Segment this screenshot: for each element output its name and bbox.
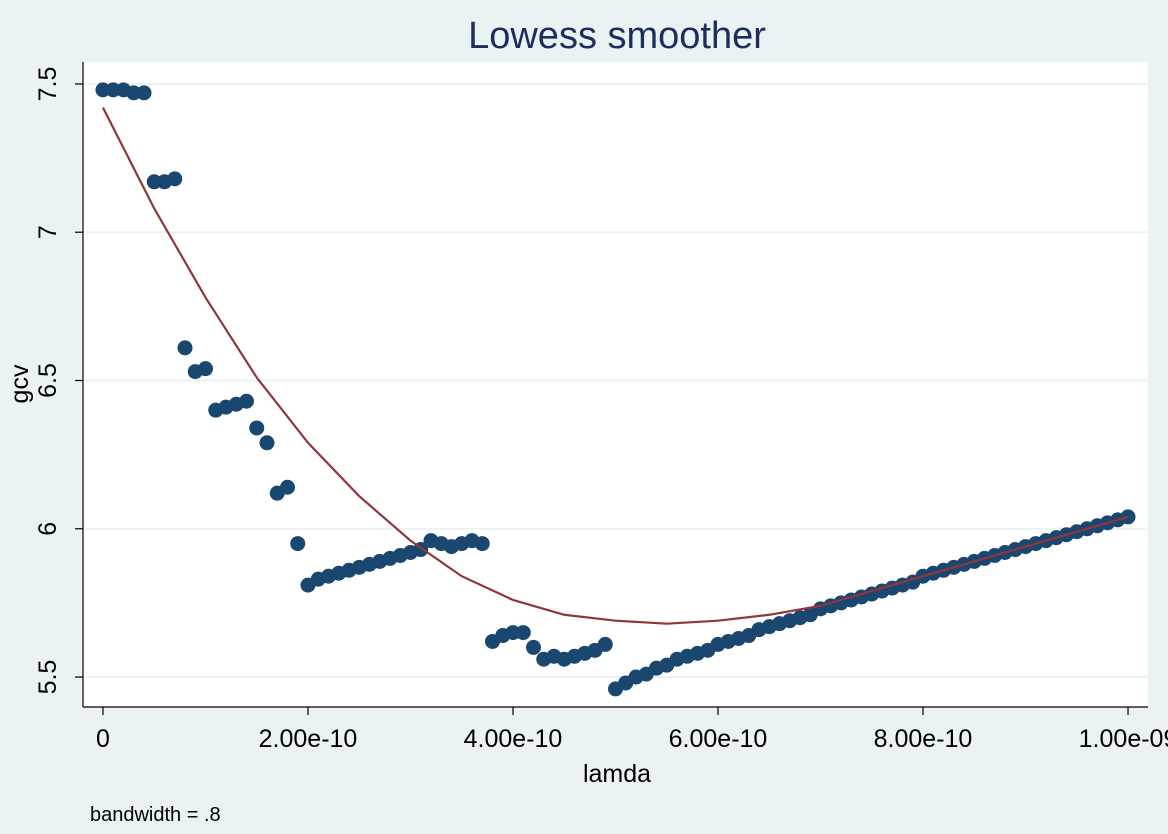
data-point — [525, 639, 541, 655]
lowess-line — [102, 107, 1129, 625]
data-point — [597, 636, 613, 652]
data-point — [136, 85, 152, 101]
y-tick-label: 6.5 — [34, 363, 62, 398]
data-point — [95, 82, 111, 98]
y-axis-title: gcv — [6, 364, 34, 403]
data-point — [126, 85, 142, 101]
data-point — [249, 420, 265, 436]
y-tick-label: 5.5 — [34, 660, 62, 695]
x-tick-label: 6.00e-10 — [669, 725, 768, 753]
data-point — [515, 625, 531, 641]
x-tick-label: 4.00e-10 — [464, 725, 563, 753]
y-tick-label: 7 — [34, 225, 62, 239]
chart-title: Lowess smoother — [468, 15, 766, 57]
data-point — [238, 393, 254, 409]
data-point — [105, 82, 121, 98]
data-point — [177, 340, 193, 356]
x-tick-label: 8.00e-10 — [874, 725, 973, 753]
y-tick-label: 7.5 — [34, 67, 62, 102]
y-tick-label: 6 — [34, 522, 62, 536]
x-axis-title: lamda — [583, 760, 651, 788]
note: bandwidth = .8 — [90, 804, 221, 826]
data-point — [146, 174, 162, 190]
data-point — [279, 479, 295, 495]
data-point — [290, 536, 306, 552]
data-point — [505, 625, 521, 641]
x-tick-label: 1.00e-09 — [1079, 725, 1168, 753]
plot-area — [83, 62, 1148, 707]
data-point — [474, 536, 490, 552]
data-point — [259, 435, 275, 451]
x-tick-label: 0 — [96, 725, 110, 753]
x-tick-label: 2.00e-10 — [259, 725, 358, 753]
data-point — [167, 171, 183, 187]
data-point — [197, 361, 213, 377]
